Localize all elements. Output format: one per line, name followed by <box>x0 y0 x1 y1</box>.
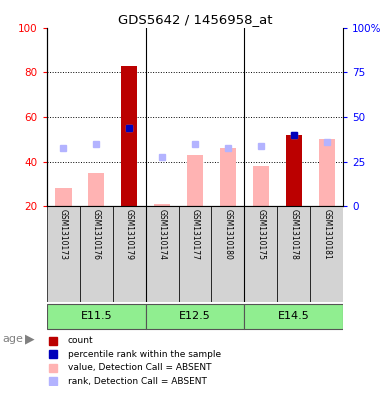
Bar <box>80 206 113 302</box>
Bar <box>179 206 211 302</box>
Bar <box>145 303 245 329</box>
Bar <box>154 204 170 206</box>
Text: age: age <box>2 334 23 344</box>
Bar <box>55 188 71 206</box>
Text: GSM1310178: GSM1310178 <box>289 209 298 260</box>
Bar <box>220 148 236 206</box>
Text: rank, Detection Call = ABSENT: rank, Detection Call = ABSENT <box>67 377 206 386</box>
Bar <box>319 139 335 206</box>
Text: E11.5: E11.5 <box>80 312 112 321</box>
Bar <box>47 206 80 302</box>
Text: E12.5: E12.5 <box>179 312 211 321</box>
Text: GSM1310176: GSM1310176 <box>92 209 101 260</box>
Bar <box>310 206 343 302</box>
Bar <box>211 206 245 302</box>
Bar <box>47 303 145 329</box>
Bar <box>253 166 269 206</box>
Text: GSM1310179: GSM1310179 <box>125 209 134 260</box>
Title: GDS5642 / 1456958_at: GDS5642 / 1456958_at <box>118 13 272 26</box>
Bar <box>245 206 277 302</box>
Text: GSM1310173: GSM1310173 <box>59 209 68 260</box>
Text: GSM1310180: GSM1310180 <box>223 209 232 260</box>
Bar <box>285 135 302 206</box>
Text: GSM1310174: GSM1310174 <box>158 209 167 260</box>
Text: ▶: ▶ <box>25 332 35 345</box>
Text: count: count <box>67 336 93 345</box>
Bar <box>187 155 203 206</box>
Bar <box>121 66 137 206</box>
Bar <box>245 303 343 329</box>
Bar <box>277 206 310 302</box>
Text: GSM1310181: GSM1310181 <box>322 209 331 260</box>
Text: percentile rank within the sample: percentile rank within the sample <box>67 350 221 359</box>
Text: GSM1310177: GSM1310177 <box>190 209 200 260</box>
Text: value, Detection Call = ABSENT: value, Detection Call = ABSENT <box>67 363 211 372</box>
Text: E14.5: E14.5 <box>278 312 310 321</box>
Bar <box>88 173 105 206</box>
Bar <box>121 66 137 206</box>
Bar <box>145 206 179 302</box>
Bar <box>285 135 302 206</box>
Bar <box>113 206 145 302</box>
Text: GSM1310175: GSM1310175 <box>256 209 265 260</box>
